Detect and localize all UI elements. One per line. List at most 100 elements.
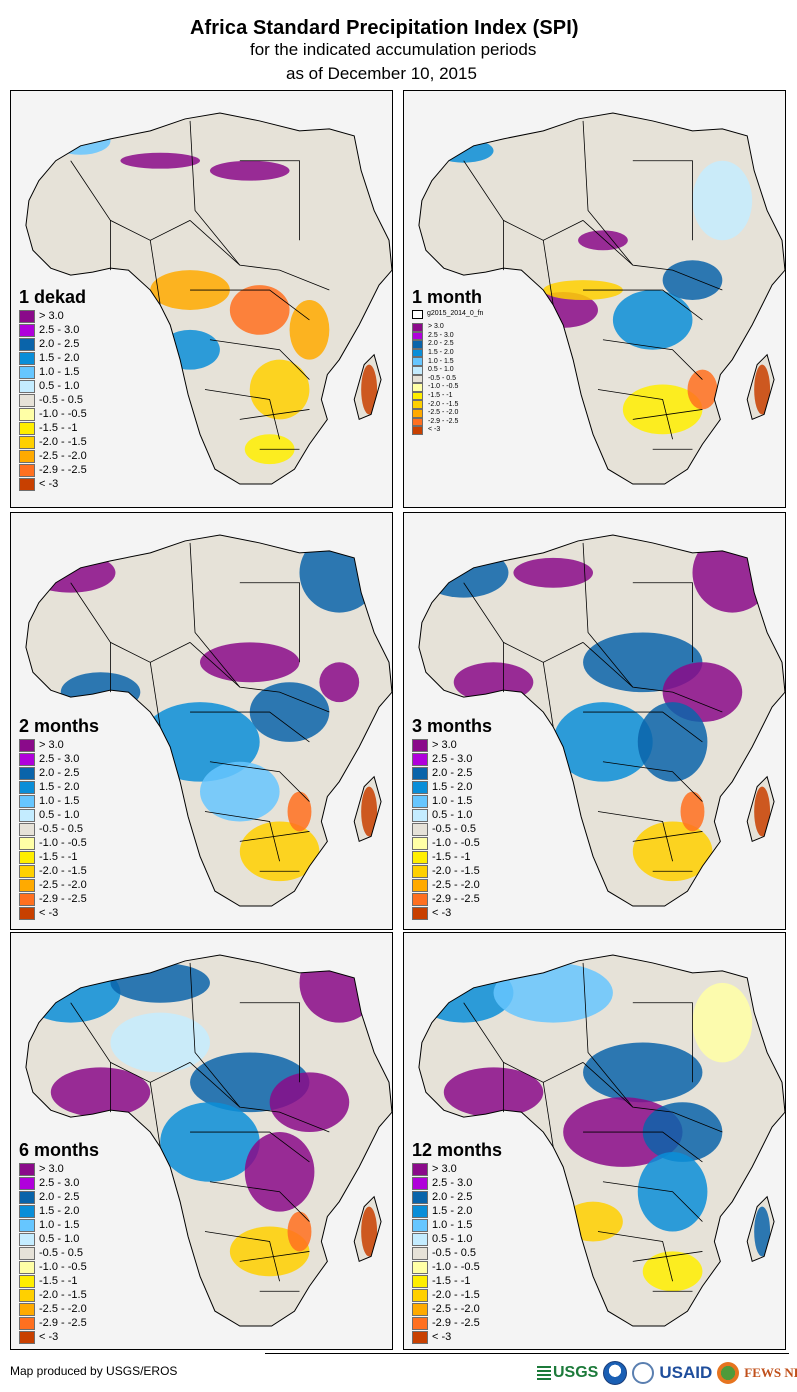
legend-label: -2.0 - -1.5 — [39, 864, 87, 877]
legend-label: 1.5 - 2.0 — [39, 780, 80, 793]
legend-label: 0.5 - 1.0 — [39, 379, 80, 392]
country-border — [542, 1082, 554, 1148]
country-border — [189, 642, 330, 713]
map-panel-12-months: 12 months > 3.0 2.5 - 3.0 2.0 - 2.5 1.5 - 2.… — [403, 932, 786, 1350]
legend-label: -1.5 - -1 — [432, 850, 471, 863]
legend-swatch — [19, 752, 35, 766]
country-border — [209, 1181, 310, 1222]
legend-swatch — [19, 822, 35, 836]
usgs-waves-icon — [537, 1366, 551, 1380]
legend-swatch — [412, 365, 423, 375]
legend-label: 2.0 - 2.5 — [432, 766, 473, 779]
legend-item: < -3 — [412, 1330, 502, 1344]
legend-label: 0.5 - 1.0 — [39, 1232, 80, 1245]
spi-region — [287, 1211, 312, 1252]
legend-label: -2.0 - -1.5 — [432, 864, 480, 877]
legend-item: -1.5 - -1 — [19, 1274, 99, 1288]
legend-label: -0.5 - 0.5 — [39, 393, 84, 406]
map-panel-2-months: 2 months > 3.0 2.5 - 3.0 2.0 - 2.5 1.5 - 2.0… — [10, 512, 393, 930]
legend-item: 1.5 - 2.0 — [412, 348, 483, 358]
spi-region — [754, 364, 771, 415]
legend-label: < -3 — [432, 1330, 452, 1343]
country-border — [189, 1062, 330, 1133]
country-border — [582, 642, 723, 713]
layer-label: g2015_2014_0_fn — [427, 310, 484, 317]
spi-region — [692, 534, 773, 613]
legend-item: -2.0 - -1.5 — [19, 435, 87, 449]
legend-label: -2.0 - -1.5 — [432, 1288, 480, 1301]
legend-item: 1.5 - 2.0 — [19, 1204, 99, 1218]
legend-swatch — [19, 836, 35, 850]
legend-item: -0.5 - 0.5 — [412, 374, 483, 384]
spi-region — [269, 1072, 350, 1133]
legend-item: -1.5 - -1 — [19, 850, 99, 864]
country-border — [190, 1131, 310, 1163]
spi-region — [110, 962, 210, 1003]
legend-item: -1.0 - -0.5 — [19, 407, 87, 421]
legend-item: 1.5 - 2.0 — [19, 780, 99, 794]
legend-item: 2.5 - 3.0 — [19, 752, 99, 766]
legend-swatch — [19, 463, 35, 477]
legend-swatch — [19, 351, 35, 365]
legend-item: 2.5 - 3.0 — [19, 323, 87, 337]
country-border — [189, 542, 241, 688]
legend-swatch — [412, 752, 428, 766]
legend-label: > 3.0 — [432, 1162, 457, 1175]
legend-swatch — [412, 1162, 428, 1176]
legend-swatch — [412, 1274, 428, 1288]
legend-item: 1.0 - 1.5 — [19, 794, 99, 808]
legend-label: -2.9 - -2.5 — [432, 892, 480, 905]
spi-region — [754, 1206, 771, 1257]
legend-label: 1.0 - 1.5 — [432, 1218, 473, 1231]
spi-region — [443, 1067, 544, 1118]
legend-label: -2.0 - -1.5 — [39, 435, 87, 448]
legend-swatch — [412, 864, 428, 878]
spi-region — [110, 354, 151, 385]
legend-label: -2.5 - -2.0 — [432, 1302, 480, 1315]
legend-item: 1.5 - 2.0 — [412, 1204, 502, 1218]
country-border — [463, 160, 584, 241]
legend-swatch — [19, 379, 35, 393]
country-border — [632, 1002, 693, 1083]
legend-swatch — [19, 1302, 35, 1316]
coastline — [418, 534, 785, 907]
legend-swatch — [19, 309, 35, 323]
spi-region — [578, 230, 628, 251]
spi-region — [244, 1132, 315, 1212]
spi-region — [433, 138, 494, 163]
country-border — [239, 160, 300, 241]
footer-divider — [265, 1353, 789, 1354]
country-border — [204, 389, 280, 440]
legend-label: 0.5 - 1.0 — [39, 808, 80, 821]
legend-swatch — [19, 1162, 35, 1176]
coastline — [418, 954, 785, 1327]
legend-item: 0.5 - 1.0 — [19, 1232, 99, 1246]
legend-swatch — [412, 408, 423, 418]
legend-label: 2.5 - 3.0 — [428, 331, 454, 339]
africa-spi-map — [25, 954, 392, 1327]
map-panel-1-dekad: 1 dekad > 3.0 2.5 - 3.0 2.0 - 2.5 1.5 - 2.0 1… — [10, 90, 393, 508]
legend-label: -2.9 - -2.5 — [428, 417, 459, 425]
legend-swatch — [412, 374, 423, 384]
coastline — [353, 1195, 382, 1263]
legend-item: > 3.0 — [412, 738, 492, 752]
legend-item: -0.5 - 0.5 — [412, 822, 492, 836]
legend-swatch — [19, 421, 35, 435]
spi-region — [553, 702, 653, 782]
country-border — [602, 339, 703, 380]
legend-swatch — [412, 1218, 428, 1232]
legend-title: 6 months — [19, 1140, 100, 1160]
legend-swatch — [412, 1302, 428, 1316]
legend-swatch — [412, 340, 423, 349]
legend-label: -1.5 - -1 — [39, 421, 78, 434]
legend-item: -2.0 - -1.5 — [19, 864, 99, 878]
spi-anomaly-layer — [418, 534, 773, 882]
legend-item: 1.0 - 1.5 — [19, 365, 87, 379]
legend-item: 1.5 - 2.0 — [19, 351, 87, 365]
legend-swatch — [412, 1260, 428, 1274]
spi-region — [160, 1102, 260, 1182]
fews-net-logo: FEWS NET — [744, 1365, 797, 1380]
legend-swatch — [412, 1190, 428, 1204]
page-title: Africa Standard Precipitation Index (SPI… — [190, 17, 579, 39]
country-border — [542, 662, 554, 728]
